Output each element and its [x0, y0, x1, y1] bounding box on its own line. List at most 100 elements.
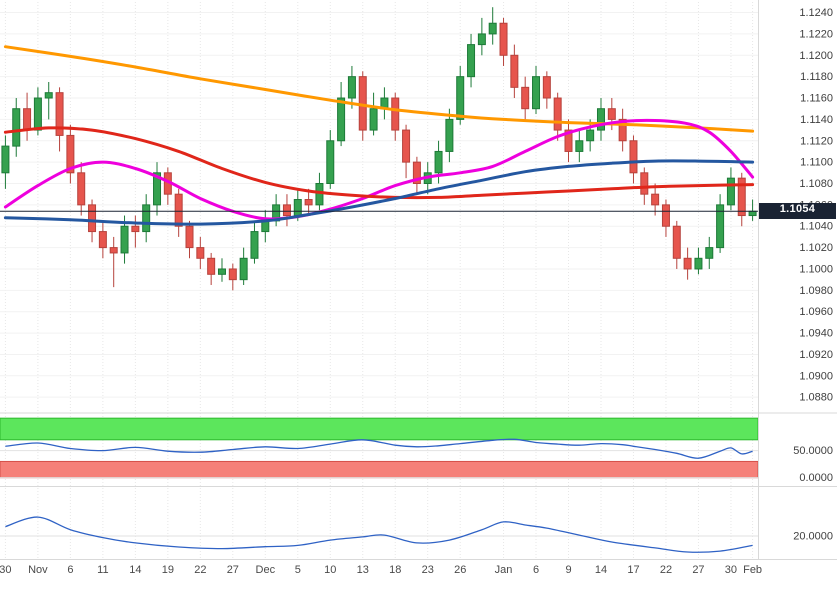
candle-body	[510, 54, 519, 88]
candle-body	[596, 108, 605, 131]
date-tick-label: 19	[162, 564, 174, 576]
date-tick-label: 17	[627, 564, 639, 576]
candle-body	[402, 129, 411, 163]
panel2-oscillator-line	[5, 516, 753, 553]
candle-body	[434, 150, 443, 174]
date-tick-label: 6	[67, 564, 73, 576]
date-tick-label: Jan	[495, 564, 513, 576]
candle-body	[661, 204, 670, 227]
candle-body	[369, 108, 378, 131]
candle-body	[542, 76, 551, 99]
overbought-zone	[0, 417, 759, 441]
sma-blue-line	[3, 159, 755, 226]
candle-body	[694, 257, 703, 270]
date-tick-label: 11	[97, 564, 108, 576]
date-tick-label: 22	[660, 564, 672, 576]
price-tick-label: 1.0880	[799, 392, 833, 404]
price-tick-label: 1.1200	[799, 50, 833, 62]
candle-body	[109, 247, 118, 254]
candle-body	[586, 129, 595, 142]
candle-body	[477, 33, 486, 46]
candle-body	[629, 140, 638, 174]
candle-body	[748, 210, 757, 217]
candle-body	[239, 257, 248, 281]
candle-body	[66, 134, 75, 174]
candle-body	[705, 247, 714, 259]
candle-body	[33, 97, 42, 131]
date-tick-label: 23	[422, 564, 434, 576]
date-tick-label: Nov	[28, 564, 48, 576]
candle-body	[217, 268, 226, 275]
oscillators-layer	[5, 438, 753, 553]
candle-body	[185, 225, 194, 249]
candle-body	[12, 108, 21, 147]
candle-body	[347, 76, 356, 99]
price-tick-label: 1.1000	[799, 263, 833, 275]
candle-body	[521, 86, 530, 110]
candle-body	[131, 225, 140, 233]
candle-body	[716, 204, 725, 249]
price-tick-label: 1.0940	[799, 328, 833, 340]
candle-body	[445, 118, 454, 152]
sma-magenta-line	[3, 118, 755, 221]
panel1-tick-label: 50.0000	[793, 445, 833, 457]
candle-body	[293, 199, 302, 217]
price-tick-label: 1.1120	[800, 135, 833, 147]
candle-body	[683, 257, 692, 270]
candle-body	[412, 161, 421, 184]
date-tick-label: 9	[565, 564, 571, 576]
date-tick-label: 30	[0, 564, 12, 576]
oversold-zone	[0, 460, 759, 479]
candle-body	[23, 108, 32, 131]
date-tick-label: 14	[595, 564, 607, 576]
candle-body	[142, 204, 151, 233]
moving-averages-layer	[3, 45, 755, 226]
price-tick-label: 1.1160	[800, 93, 833, 105]
candle-body	[120, 225, 129, 254]
candle-body	[607, 108, 616, 120]
last-price-badge: 1.1054	[759, 203, 836, 219]
sma-red-line	[3, 126, 755, 200]
candle-body	[553, 97, 562, 131]
candle-body	[282, 204, 291, 217]
candle-body	[228, 268, 237, 281]
candle-body	[467, 44, 476, 78]
candle-body	[726, 177, 735, 206]
price-tick-label: 1.1020	[799, 242, 833, 254]
candle-body	[77, 172, 86, 206]
axis-labels-layer: 1.1240 1.1220 1.1200 1.1180 1.1160 1.1140 1.11…	[0, 7, 833, 576]
candle-body	[153, 172, 162, 206]
price-tick-label: 1.1100	[800, 157, 833, 169]
candle-body	[44, 92, 53, 99]
price-tick-label: 1.0900	[799, 370, 833, 382]
date-tick-label: 27	[227, 564, 239, 576]
candle-body	[618, 118, 627, 142]
candle-body	[98, 231, 107, 249]
date-tick-label: Feb	[743, 564, 762, 576]
sma-orange-line	[3, 45, 755, 133]
price-tick-label: 1.1180	[800, 71, 833, 83]
price-tick-label: 1.1140	[800, 114, 833, 126]
panel1-tick-label: 0.0000	[799, 472, 833, 484]
date-tick-label: 5	[295, 564, 301, 576]
candle-body	[737, 177, 746, 217]
candle-body	[640, 172, 649, 195]
date-tick-label: Dec	[256, 564, 276, 576]
price-tick-label: 1.1220	[799, 28, 833, 40]
candle-body	[315, 182, 324, 206]
candle-body	[499, 22, 508, 56]
candle-body	[391, 97, 400, 131]
date-tick-label: 26	[454, 564, 466, 576]
panel1-oscillator-line	[5, 438, 753, 459]
date-tick-label: 18	[389, 564, 401, 576]
candle-body	[564, 129, 573, 152]
candle-body	[88, 204, 97, 233]
candle-body	[196, 247, 205, 259]
candle-body	[651, 193, 660, 206]
candle-body	[456, 76, 465, 120]
date-tick-label: 22	[194, 564, 206, 576]
price-tick-label: 1.1040	[799, 221, 833, 233]
date-tick-label: 10	[324, 564, 336, 576]
